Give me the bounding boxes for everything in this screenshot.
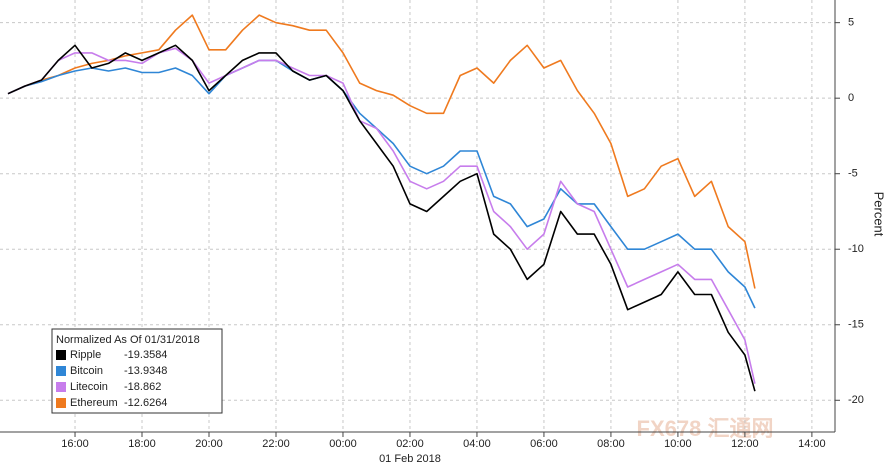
series-line <box>7 44 756 392</box>
y-tick-label: -10 <box>848 243 864 255</box>
legend-value: -18.862 <box>124 381 161 393</box>
legend-swatch <box>56 366 66 376</box>
legend-swatch <box>56 398 66 408</box>
legend-value: -19.3584 <box>124 349 167 361</box>
x-tick-label: 14:00 <box>798 438 826 450</box>
legend-label: Ethereum <box>70 397 118 409</box>
y-tick-label: -5 <box>848 168 858 180</box>
y-tick-label: -15 <box>848 319 864 331</box>
x-tick-label: 04:00 <box>463 438 491 450</box>
legend-swatch <box>56 350 66 360</box>
legend-label: Litecoin <box>70 381 108 393</box>
legend-box <box>51 328 223 414</box>
legend-swatch <box>56 382 66 392</box>
x-tick-label: 06:00 <box>530 438 558 450</box>
x-tick-label: 22:00 <box>262 438 290 450</box>
x-tick-label: 02:00 <box>396 438 424 450</box>
legend-title: Normalized As Of 01/31/2018 <box>56 334 200 346</box>
x-tick-label: 10:00 <box>664 438 692 450</box>
watermark: FX678 汇通网 <box>637 416 774 441</box>
x-tick-label: 18:00 <box>128 438 156 450</box>
y-tick-label: -20 <box>848 394 864 406</box>
x-tick-label: 16:00 <box>61 438 89 450</box>
y-axis-label: Percent <box>872 192 887 237</box>
series-line <box>7 47 756 384</box>
x-tick-label: 08:00 <box>597 438 625 450</box>
series-line <box>7 59 756 309</box>
x-tick-label: 12:00 <box>731 438 759 450</box>
series-line <box>7 14 756 289</box>
legend: Normalized As Of 01/31/2018 Ripple -19.358… <box>51 328 223 414</box>
legend-value: -12.6264 <box>124 397 167 409</box>
legend-label: Bitcoin <box>70 365 103 377</box>
x-tick-label: 20:00 <box>195 438 223 450</box>
legend-value: -13.9348 <box>124 365 167 377</box>
x-tick-label: 00:00 <box>329 438 357 450</box>
x-sublabel: 01 Feb 2018 <box>379 453 441 465</box>
legend-label: Ripple <box>70 349 101 361</box>
y-tick-label: 5 <box>848 17 854 29</box>
y-tick-label: 0 <box>848 92 854 104</box>
